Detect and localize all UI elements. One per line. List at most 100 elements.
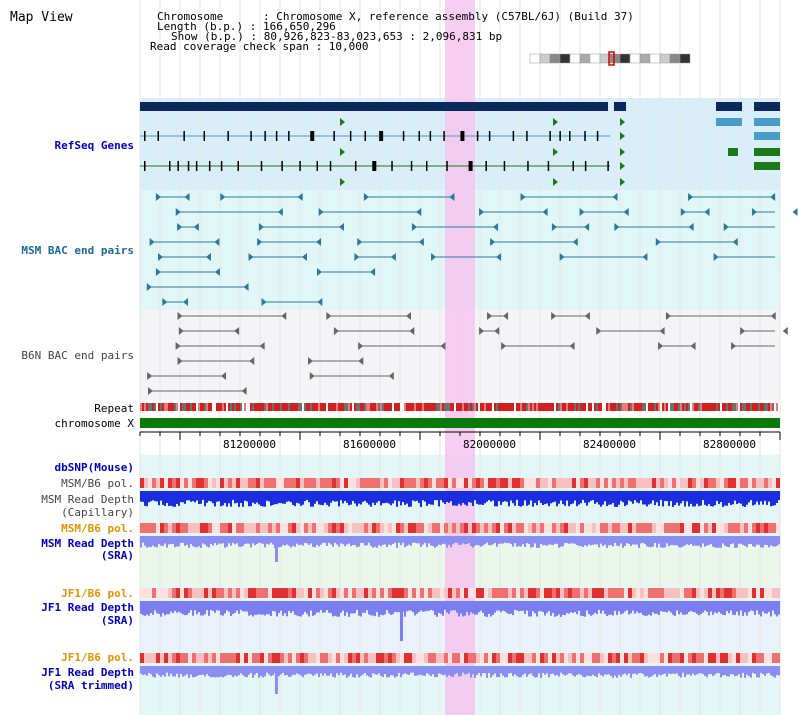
read-depth-bar: [352, 666, 354, 678]
polymorphism-block: [640, 523, 644, 533]
repeat-block: [556, 403, 558, 411]
polymorphism-block: [236, 523, 240, 533]
gene-exon: [195, 161, 198, 171]
read-depth-bar: [386, 666, 388, 678]
track-label-jf1-b6-pol-2[interactable]: JF1/B6 pol.: [61, 651, 134, 664]
track-label-jf1-b6-pol-1[interactable]: JF1/B6 pol.: [61, 587, 134, 600]
read-depth-bar: [140, 491, 142, 502]
repeat-block: [614, 403, 616, 411]
track-label-jf1-depth-sra-1[interactable]: JF1 Read Depth: [41, 601, 134, 614]
read-depth-bar: [164, 491, 166, 506]
read-depth-bar: [582, 536, 584, 548]
read-depth-bar: [222, 666, 224, 678]
polymorphism-block: [352, 653, 356, 663]
read-depth-bar: [624, 491, 626, 507]
read-depth-bar: [758, 666, 760, 678]
polymorphism-block: [292, 478, 296, 488]
polymorphism-block: [380, 523, 384, 533]
repeat-block: [764, 403, 766, 411]
read-depth-bar: [676, 491, 678, 503]
polymorphism-block: [168, 523, 172, 533]
track-label-msm-depth-sra-2[interactable]: (SRA): [100, 549, 134, 562]
polymorphism-block: [296, 653, 300, 663]
track-label-b6n-bac[interactable]: B6N BAC end pairs: [21, 349, 134, 362]
read-depth-bar: [774, 536, 776, 547]
gene-exon: [527, 161, 529, 171]
polymorphism-block: [176, 653, 180, 663]
polymorphism-block: [420, 478, 424, 488]
read-depth-bar: [374, 491, 376, 505]
read-depth-bar: [330, 491, 332, 503]
read-depth-bar: [342, 491, 344, 504]
polymorphism-block: [728, 478, 732, 488]
polymorphism-block: [308, 523, 312, 533]
track-label-msm-bac[interactable]: MSM BAC end pairs: [21, 244, 134, 257]
track-label-jf1-depth-trim-2[interactable]: (SRA trimmed): [47, 679, 134, 692]
bac-end-marker: [440, 342, 446, 350]
read-depth-bar: [214, 666, 216, 678]
read-depth-bar: [202, 666, 204, 675]
read-depth-bar: [410, 666, 412, 673]
repeat-block: [174, 403, 176, 411]
polymorphism-block: [200, 478, 204, 488]
read-depth-bar: [416, 536, 418, 544]
read-depth-bar: [736, 491, 738, 504]
polymorphism-block: [552, 653, 556, 663]
polymorphism-block: [712, 653, 716, 663]
polymorphism-block: [248, 478, 252, 488]
polymorphism-block: [520, 588, 524, 598]
read-depth-bar: [648, 666, 650, 678]
repeat-block: [486, 403, 488, 411]
repeat-block: [342, 403, 344, 411]
read-depth-bar: [428, 601, 430, 611]
read-depth-bar: [702, 666, 704, 675]
bac-end-marker: [655, 238, 661, 246]
track-label-msm-depth-sra-1[interactable]: MSM Read Depth: [41, 537, 134, 550]
track-label-msm-depth-cap-1[interactable]: MSM Read Depth: [41, 493, 134, 506]
read-depth-bar: [242, 491, 244, 507]
read-depth-bar: [700, 536, 702, 548]
track-label-jf1-depth-sra-2[interactable]: (SRA): [100, 614, 134, 627]
polymorphism-block: [464, 588, 468, 598]
track-label-dbsnp[interactable]: dbSNP(Mouse): [54, 461, 134, 474]
read-depth-bar: [518, 666, 520, 678]
repeat-block: [608, 403, 610, 411]
bac-end-marker: [309, 372, 315, 380]
read-depth-bar: [242, 601, 244, 612]
read-depth-bar: [470, 536, 472, 547]
read-depth-bar: [754, 666, 756, 674]
gene-exon: [391, 161, 393, 171]
polymorphism-block: [432, 653, 436, 663]
read-depth-bar: [222, 601, 224, 616]
polymorphism-block: [268, 523, 272, 533]
gene-exon: [187, 161, 190, 171]
read-depth-bar: [620, 491, 622, 501]
polymorphism-block: [660, 588, 664, 598]
polymorphism-block: [584, 588, 588, 598]
read-depth-bar: [212, 666, 214, 678]
read-depth-bar: [516, 491, 518, 500]
polymorphism-block: [544, 523, 548, 533]
read-depth-bar: [544, 491, 546, 505]
polymorphism-block: [244, 523, 248, 533]
track-label-msm-b6-pol-1[interactable]: MSM/B6 pol.: [61, 477, 134, 490]
read-depth-bar: [508, 491, 510, 507]
track-label-refseq[interactable]: RefSeq Genes: [54, 139, 134, 152]
read-depth-bar: [238, 666, 240, 676]
bac-end-marker: [177, 223, 183, 231]
track-label-msm-depth-cap-2[interactable]: (Capillary): [61, 506, 134, 519]
gene-exon: [316, 161, 319, 171]
read-depth-bar: [388, 601, 390, 614]
polymorphism-block: [312, 653, 316, 663]
repeat-block: [308, 403, 310, 411]
read-depth-bar: [148, 536, 150, 547]
read-depth-bar: [384, 491, 386, 504]
polymorphism-block: [516, 523, 520, 533]
track-label-jf1-depth-trim-1[interactable]: JF1 Read Depth: [41, 666, 134, 679]
track-label-msm-b6-pol-2[interactable]: MSM/B6 pol.: [61, 522, 134, 535]
read-depth-bar: [340, 666, 342, 673]
read-depth-bar: [754, 601, 756, 615]
read-depth-bar: [424, 601, 426, 612]
read-depth-bar: [694, 491, 696, 507]
read-depth-bar: [708, 491, 710, 505]
